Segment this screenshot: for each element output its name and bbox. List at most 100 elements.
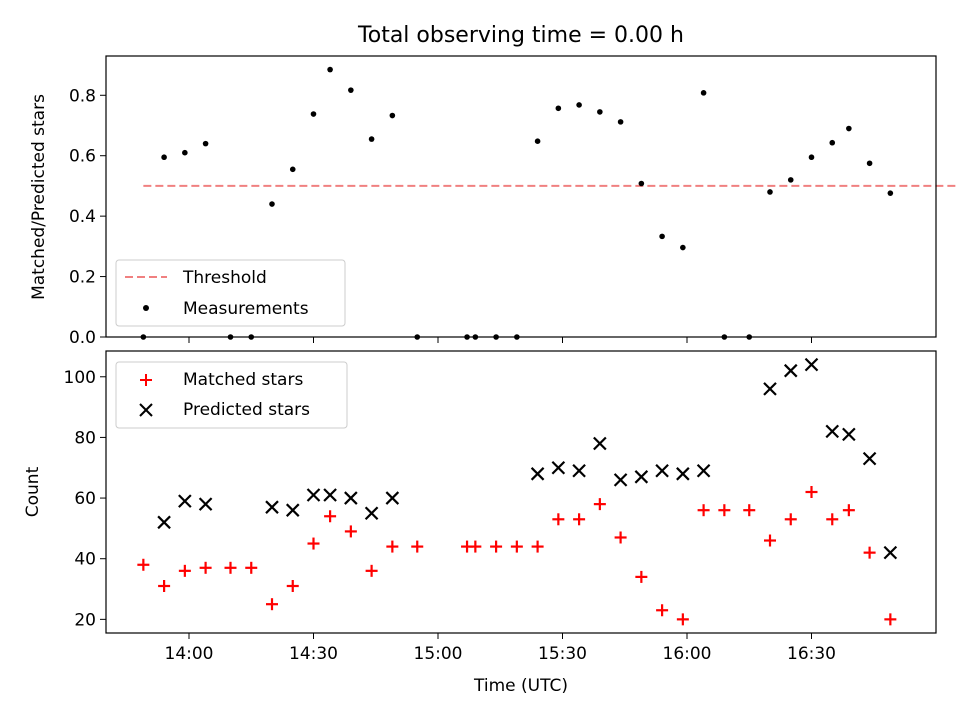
ratio-y-tick-label: 0.4 [69,207,96,227]
measurement-point [555,105,562,112]
predicted-legend-swatch [139,403,153,417]
matched-star-point [324,510,337,523]
predicted-star-point [285,503,300,517]
ratio-legend: Threshold Measurements [115,259,346,327]
matched-star-point [842,504,855,517]
predicted-star-point [178,494,192,508]
count-y-tick-label: 20 [74,610,96,630]
ratio-y-tick-label: 0.2 [69,268,96,288]
matched-star-point [490,540,503,553]
matched-star-point [224,561,237,574]
predicted-star-point [825,424,840,439]
count-x-tick-label: 15:30 [538,644,587,664]
measurement-point [534,138,541,145]
count-y-tick-label: 40 [74,550,96,570]
ratio-plot-frame [105,55,937,338]
count-points [137,357,898,626]
matched-star-point [863,546,876,559]
measurement-point [327,66,333,73]
matched-star-point [344,525,357,538]
measurement-point [182,149,188,156]
matched-star-point [245,561,258,574]
matched-star-point [510,540,523,553]
ratio-panel: Matched/Predicted stars 0.00.20.40.60.8 … [29,55,957,348]
predicted-star-point [634,470,649,484]
ratio-y-tick-label: 0.6 [69,147,96,167]
count-legend-box [115,361,348,429]
threshold-legend-label: Threshold [182,268,267,288]
predicted-star-point [862,451,877,466]
count-x-tick-label: 14:30 [289,644,338,664]
measurement-point [808,154,815,161]
matched-star-point [266,598,278,611]
measurement-point [680,244,686,251]
x-axis-label: Time (UTC) [473,676,568,696]
predicted-star-point [696,463,711,478]
count-y-tick-label: 80 [74,428,96,448]
count-y-tick-label: 100 [64,368,96,388]
count-x-tick-label: 14:00 [165,644,214,664]
matched-star-point [784,513,797,526]
predicted-star-point [198,497,213,511]
matched-star-point [743,504,756,517]
measurement-point [389,112,396,119]
ratio-y-tick-label: 0.8 [69,86,96,106]
matched-star-point [826,513,839,526]
measurement-point [659,233,665,240]
matched-star-point [531,540,544,553]
matched-star-point [199,561,212,574]
measurement-point [576,102,582,108]
measurement-point [348,87,354,93]
count-x-tick-label: 16:30 [787,644,836,664]
predicted-star-point [676,467,690,481]
count-panel: Count 20 40 60 80 100 14:00 14:30 15:00 15:30 16… [23,350,937,696]
predicted-star-point [842,427,856,442]
count-x-tick-label: 15:00 [414,644,463,664]
predicted-star-point [572,463,586,478]
matched-legend-swatch [140,374,152,386]
predicted-star-point [783,363,798,378]
measurement-point [617,119,624,125]
count-legend: Matched stars Predicted stars [115,361,348,429]
predicted-star-point [593,436,607,451]
matched-star-point [656,604,669,617]
measurement-point [289,166,296,173]
measurement-point [866,160,873,167]
measurement-point [846,125,852,132]
count-y-axis-label: Count [23,466,43,517]
measurement-point [310,111,317,117]
count-y-tick-label: 60 [74,489,96,509]
matched-star-point [178,564,191,577]
matched-star-point [307,537,320,550]
count-x-ticks: 14:00 14:30 15:00 15:30 16:00 16:30 [165,633,836,664]
ratio-y-ticks: 0.0 0.2 0.4 0.6 0.8 [69,86,106,348]
matched-star-point [884,613,897,626]
matched-star-point [386,540,399,553]
matched-star-point [365,564,378,577]
measurement-point [202,140,209,147]
predicted-star-point [804,357,819,372]
predicted-star-point [306,488,321,502]
measurement-point [597,109,603,115]
matched-star-point [718,504,731,517]
count-y-ticks: 20 40 60 80 100 [64,368,106,630]
matched-star-point [573,513,586,526]
matched-star-point [286,580,299,592]
matched-star-point [411,540,424,553]
matched-star-point [635,570,648,583]
matched-star-point [469,540,482,553]
measurements-legend-label: Measurements [183,299,309,319]
ratio-y-axis-label: Matched/Predicted stars [29,94,49,300]
count-plot-frame [105,350,937,634]
measurement-point [887,190,894,196]
matched-star-point [137,558,150,571]
predicted-star-point [323,488,337,502]
measurement-point [161,154,167,161]
predicted-star-point [157,515,171,530]
matched-star-point [614,531,627,544]
matched-star-point [552,513,565,526]
measurement-point [700,90,707,96]
predicted-star-point [344,491,358,505]
measurement-point [368,136,375,142]
